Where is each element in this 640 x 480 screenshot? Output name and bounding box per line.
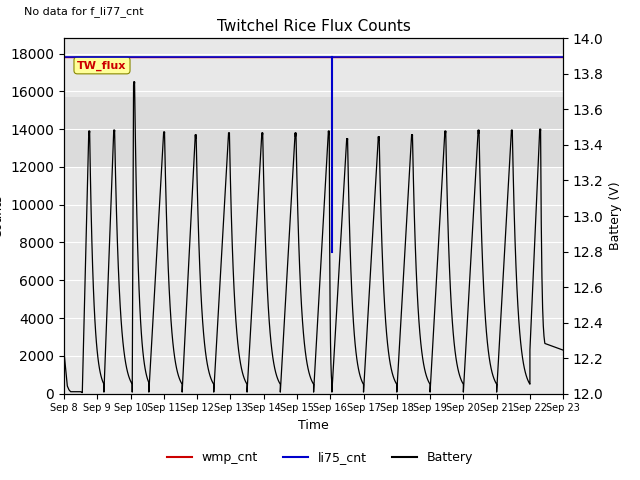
Title: Twitchel Rice Flux Counts: Twitchel Rice Flux Counts <box>217 20 410 35</box>
Text: TW_flux: TW_flux <box>77 60 127 71</box>
Text: No data for f_li77_cnt: No data for f_li77_cnt <box>24 6 144 17</box>
Bar <box>64 97 563 167</box>
Legend: wmp_cnt, li75_cnt, Battery: wmp_cnt, li75_cnt, Battery <box>162 446 478 469</box>
Y-axis label: Battery (V): Battery (V) <box>609 182 622 250</box>
X-axis label: Time: Time <box>298 419 329 432</box>
Y-axis label: Counts: Counts <box>0 194 4 238</box>
